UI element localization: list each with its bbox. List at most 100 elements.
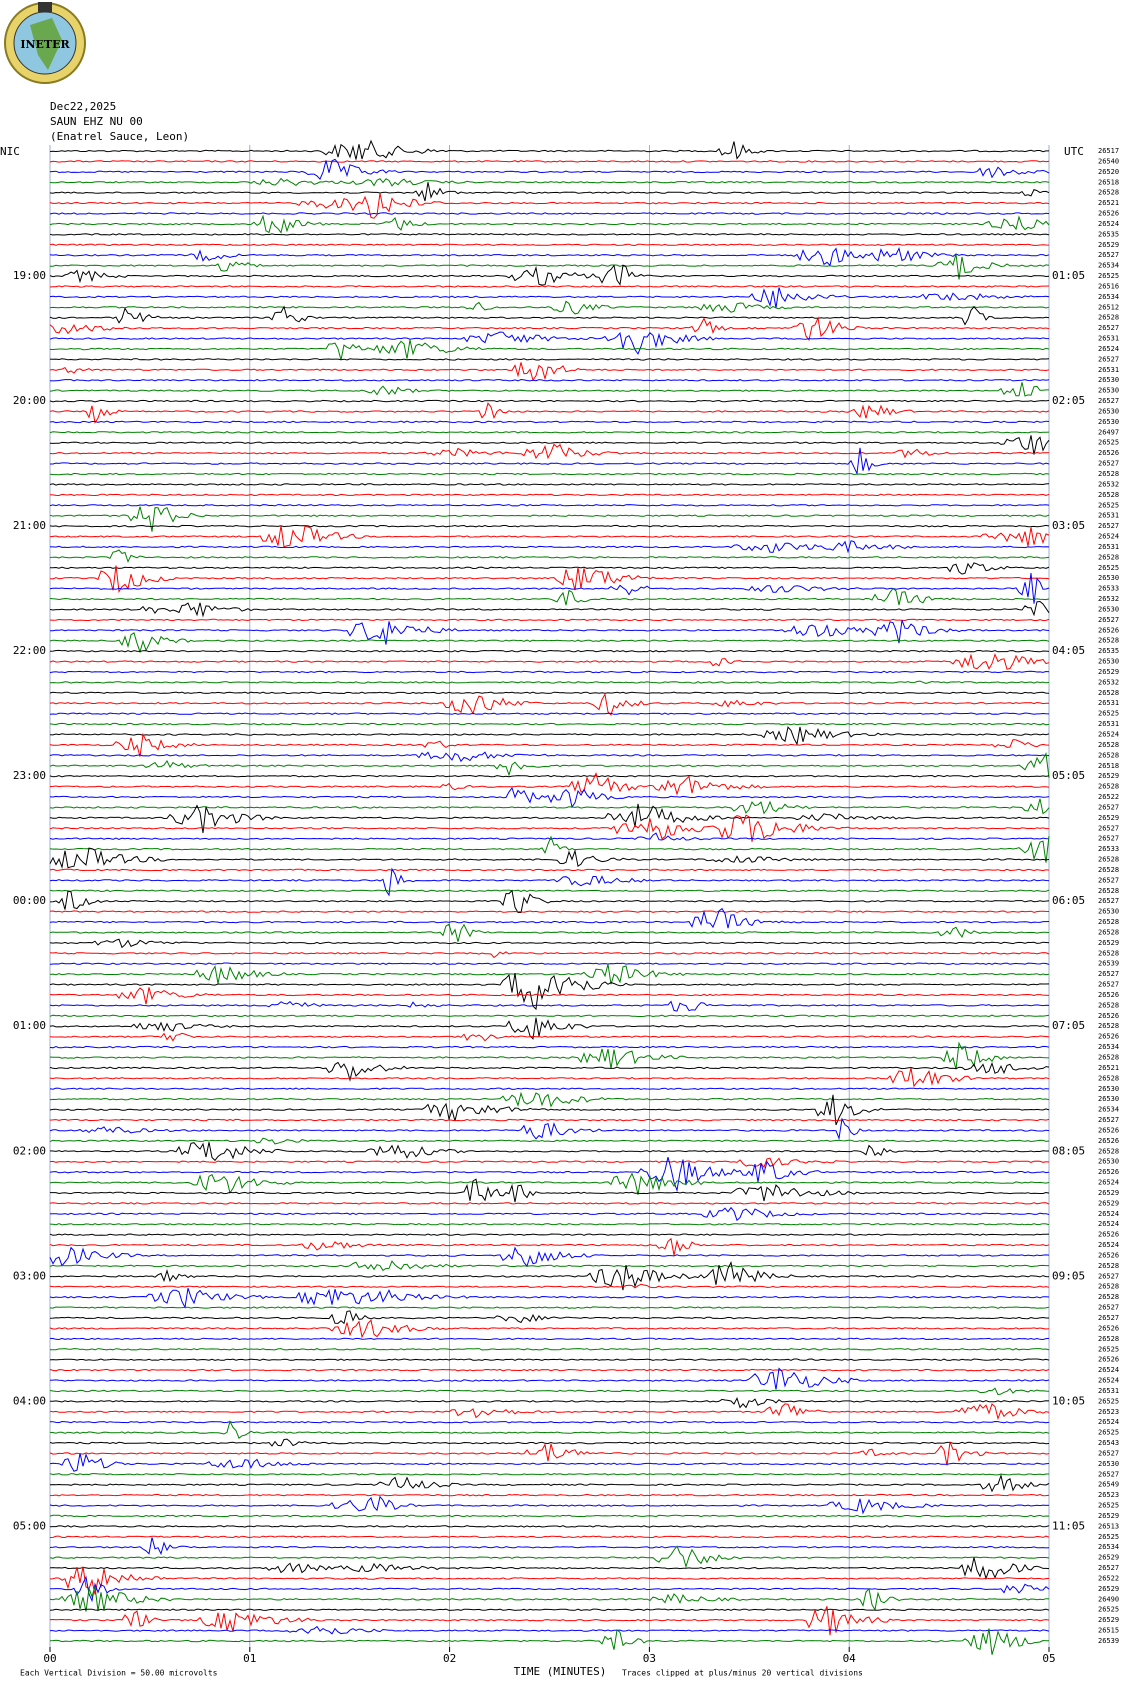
- trace: [49, 177, 1050, 187]
- trace: [50, 562, 1050, 575]
- trace-label: 26516: [1098, 282, 1119, 290]
- trace: [49, 772, 1050, 796]
- trace-label: 26490: [1098, 1595, 1119, 1603]
- trace-label: 26530: [1098, 418, 1119, 426]
- left-time: 22:00: [13, 644, 46, 657]
- trace: [49, 1438, 1050, 1447]
- trace: [49, 712, 1050, 715]
- right-time: 02:05: [1052, 394, 1085, 407]
- trace-label: 26525: [1098, 564, 1119, 572]
- trace-label: 26524: [1098, 1220, 1119, 1228]
- trace: [49, 1206, 1050, 1222]
- trace-label: 26497: [1098, 428, 1119, 436]
- trace-label: 26525: [1098, 1533, 1119, 1541]
- trace: [49, 1319, 1050, 1339]
- trace: [49, 910, 1050, 913]
- x-tick-label: 00: [43, 1652, 56, 1665]
- trace: [49, 1367, 1050, 1390]
- trace: [49, 1237, 1050, 1256]
- trace-label: 26526: [1098, 1137, 1119, 1145]
- trace: [49, 1403, 1050, 1421]
- trace-label: 26527: [1098, 1272, 1119, 1280]
- trace: [49, 670, 1050, 674]
- trace-label: 26530: [1098, 376, 1119, 384]
- trace: [49, 1094, 1050, 1126]
- trace: [49, 1067, 1050, 1088]
- trace: [49, 362, 1050, 382]
- trace-label: 26522: [1098, 793, 1119, 801]
- trace: [49, 549, 1050, 563]
- trace-label: 26524: [1098, 1210, 1119, 1218]
- trace-label: 26528: [1098, 470, 1119, 478]
- trace: [49, 1537, 1050, 1556]
- trace-label: 26526: [1098, 1324, 1119, 1332]
- trace: [49, 732, 1050, 757]
- trace-label: 26526: [1098, 449, 1119, 457]
- trace-label: 26527: [1098, 1304, 1119, 1312]
- trace: [50, 447, 1050, 476]
- trace-label: 26524: [1098, 1377, 1119, 1385]
- trace-label: 26528: [1098, 1054, 1119, 1062]
- trace-label: 26525: [1098, 1429, 1119, 1437]
- station: SAUN EHZ NU 00: [50, 115, 143, 128]
- right-time: 03:05: [1052, 519, 1085, 532]
- trace: [49, 1358, 1050, 1361]
- trace-label: 26526: [1098, 1168, 1119, 1176]
- trace-label: 26524: [1098, 345, 1119, 353]
- trace: [50, 1178, 1050, 1203]
- trace: [49, 1202, 1050, 1205]
- trace: [49, 973, 1050, 1011]
- trace: [49, 435, 1050, 455]
- trace: [49, 1032, 1050, 1042]
- trace-label: 26527: [1098, 981, 1119, 989]
- trace-label: 26529: [1098, 939, 1119, 947]
- right-time: 06:05: [1052, 894, 1085, 907]
- trace-label: 26515: [1098, 1627, 1119, 1635]
- trace: [49, 243, 1050, 247]
- logo-text: INETER: [20, 38, 70, 51]
- trace-label: 26524: [1098, 220, 1119, 228]
- left-zone: NIC: [0, 145, 20, 158]
- trace-label: 26527: [1098, 616, 1119, 624]
- left-time: 03:00: [13, 1269, 46, 1282]
- trace-label: 26533: [1098, 585, 1119, 593]
- trace: [49, 752, 1050, 778]
- trace-label: 26528: [1098, 741, 1119, 749]
- trace: [49, 774, 1050, 778]
- trace: [49, 524, 1050, 528]
- right-time: 09:05: [1052, 1269, 1085, 1282]
- trace: [49, 1118, 1050, 1122]
- trace-label: 26527: [1098, 876, 1119, 884]
- trace: [49, 964, 1050, 985]
- trace: [50, 1625, 1050, 1635]
- trace-label: 26531: [1098, 335, 1119, 343]
- trace-label: 26534: [1098, 293, 1119, 301]
- trace: [49, 358, 1050, 361]
- left-time: 23:00: [13, 769, 46, 782]
- trace-label: 26528: [1098, 553, 1119, 561]
- trace-label: 26528: [1098, 949, 1119, 957]
- right-time: 08:05: [1052, 1144, 1085, 1157]
- trace-label: 26528: [1098, 1022, 1119, 1030]
- left-time: 20:00: [13, 394, 46, 407]
- trace: [49, 1493, 1050, 1497]
- trace-label: 26528: [1098, 1262, 1119, 1270]
- trace-label: 26534: [1098, 262, 1119, 270]
- trace-label: 26528: [1098, 1074, 1119, 1082]
- trace-label: 26539: [1098, 1637, 1119, 1645]
- trace: [49, 139, 1049, 160]
- right-time: 11:05: [1052, 1519, 1085, 1532]
- trace-label: 26524: [1098, 533, 1119, 541]
- trace-label: 26534: [1098, 1543, 1119, 1551]
- trace: [50, 1397, 1050, 1409]
- trace-label: 26530: [1098, 407, 1119, 415]
- right-time: 04:05: [1052, 644, 1085, 657]
- trace-label: 26513: [1098, 1522, 1119, 1530]
- trace: [49, 1117, 1050, 1141]
- left-time: 02:00: [13, 1144, 46, 1157]
- trace: [49, 565, 1050, 593]
- trace: [49, 1348, 1050, 1351]
- trace: [49, 680, 1050, 685]
- trace-label: 26523: [1098, 1408, 1119, 1416]
- trace-label: 26527: [1098, 1449, 1119, 1457]
